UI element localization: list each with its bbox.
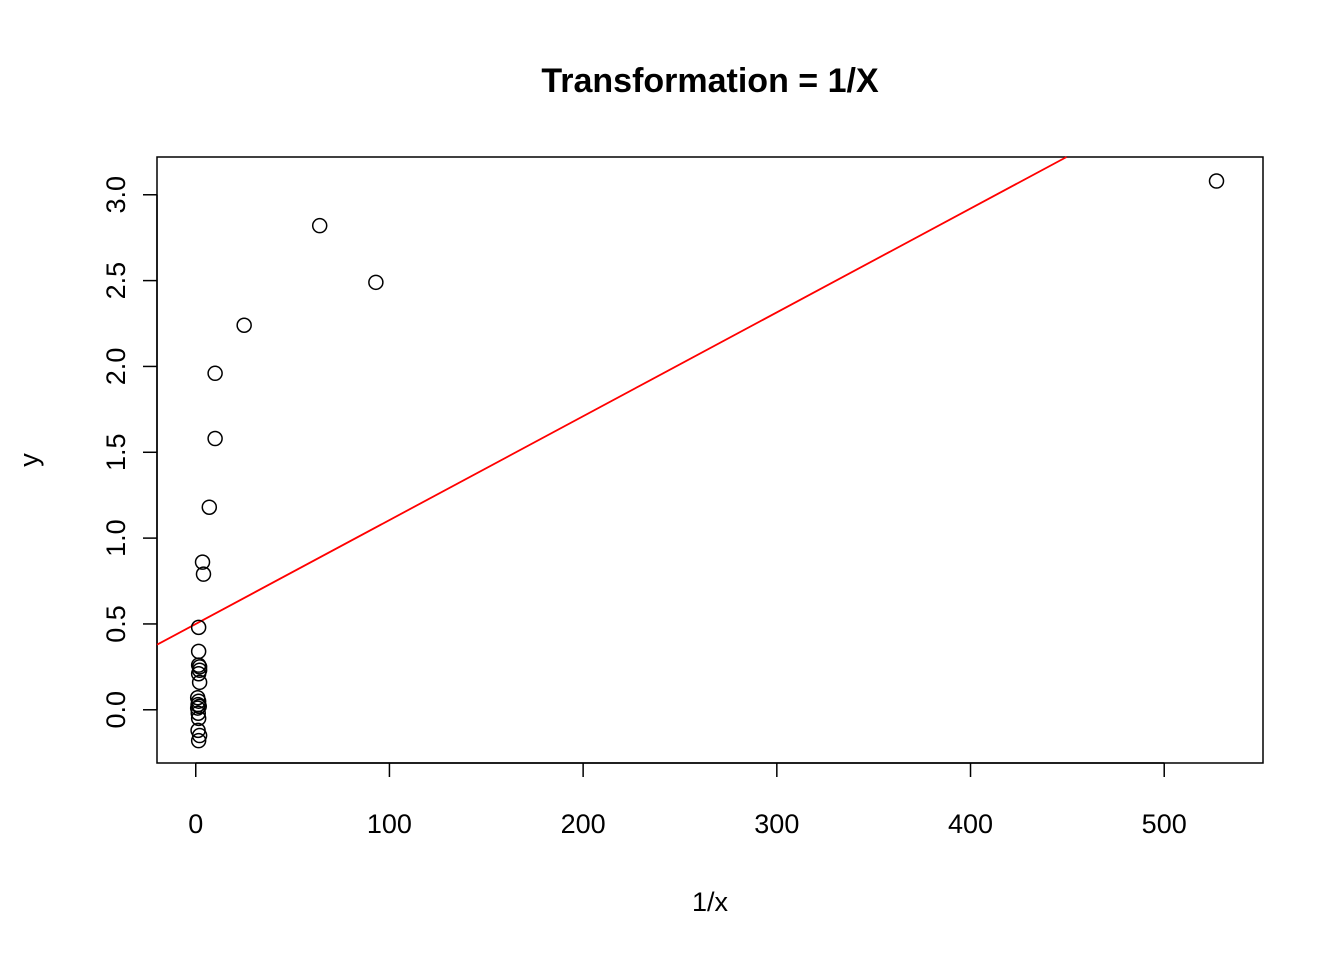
data-point [191, 674, 208, 691]
x-tick-label: 400 [948, 809, 993, 839]
plot-frame [156, 156, 1264, 764]
data-point [311, 217, 328, 234]
data-point [1208, 173, 1225, 189]
data-point [190, 619, 207, 636]
x-axis: 0 100 200 300 400 500 [188, 762, 1187, 839]
data-point [191, 698, 207, 715]
chart-title: Transformation = 1/X [541, 62, 879, 100]
data-point [189, 700, 206, 716]
y-axis-label: y [14, 453, 44, 467]
x-tick-label: 0 [188, 809, 203, 839]
y-tick-label: 2.5 [101, 262, 131, 300]
data-point [190, 710, 207, 727]
x-tick-label: 300 [754, 809, 799, 839]
data-point [201, 499, 218, 515]
data-point [207, 430, 223, 447]
data-point [207, 365, 223, 382]
data-point [236, 317, 252, 333]
data-point [190, 705, 207, 721]
y-tick-label: 0.0 [101, 691, 131, 729]
x-tick-label: 200 [561, 809, 606, 839]
data-point [194, 554, 211, 570]
fit-line-group [156, 156, 1067, 646]
data-point [190, 732, 207, 749]
y-axis: 0.0 0.5 1.0 1.5 2.0 2.5 3.0 [101, 176, 158, 729]
x-tick-label: 500 [1142, 809, 1187, 839]
data-point [191, 659, 208, 675]
data-point [190, 643, 207, 660]
x-tick-label: 100 [367, 809, 412, 839]
y-tick-label: 3.0 [101, 176, 131, 214]
y-tick-label: 2.0 [101, 348, 131, 386]
data-point [191, 662, 208, 679]
points-group [189, 173, 1225, 749]
y-tick-label: 1.5 [101, 434, 131, 472]
x-axis-label: 1/x [692, 887, 729, 917]
data-point [195, 566, 212, 582]
y-tick-label: 0.5 [101, 605, 131, 643]
data-point [368, 274, 384, 291]
y-tick-label: 1.0 [101, 519, 131, 557]
data-point [191, 727, 208, 744]
fit-line [156, 156, 1067, 646]
